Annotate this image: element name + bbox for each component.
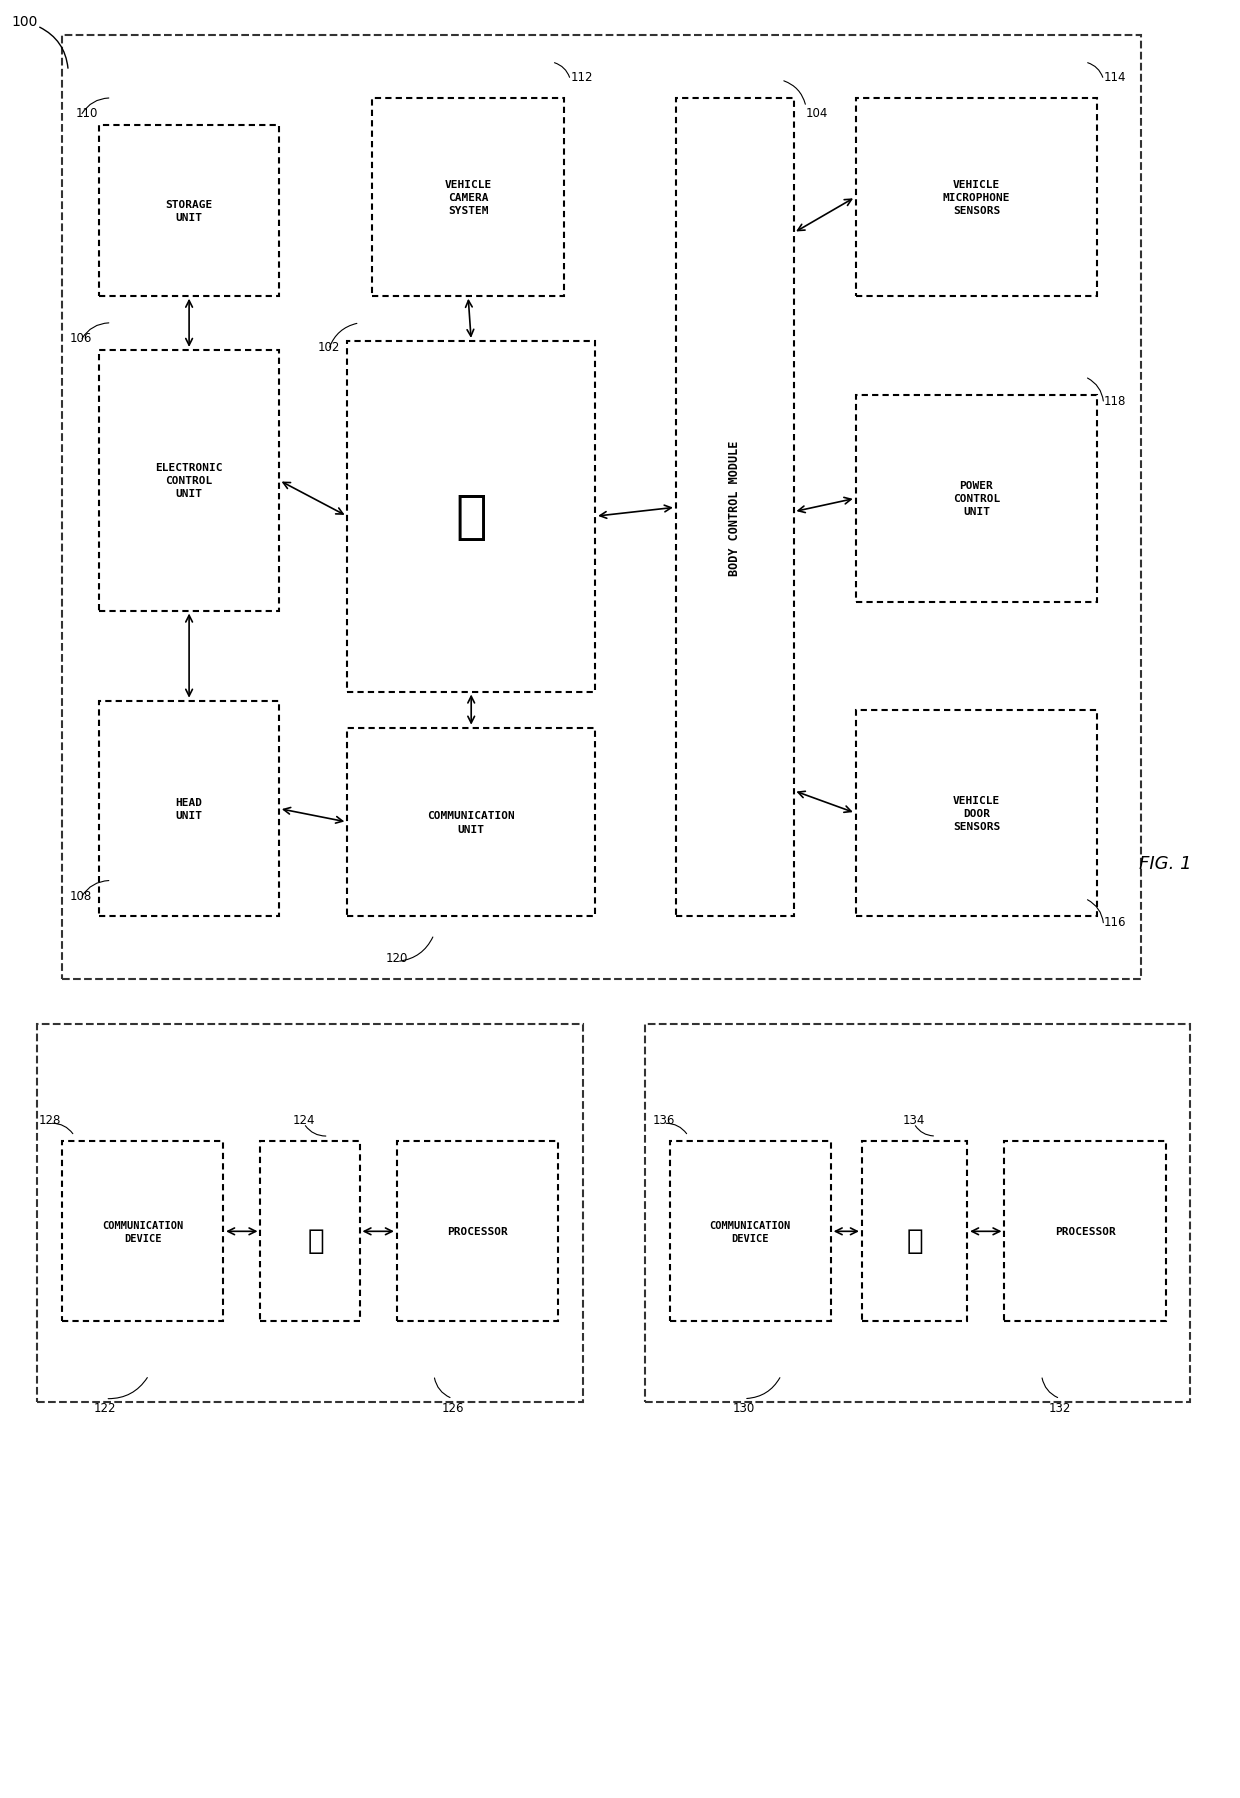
FancyBboxPatch shape <box>372 99 564 297</box>
FancyBboxPatch shape <box>856 710 1097 917</box>
Text: VEHICLE
DOOR
SENSORS: VEHICLE DOOR SENSORS <box>952 795 1001 832</box>
FancyBboxPatch shape <box>347 342 595 692</box>
Text: 136: 136 <box>652 1113 675 1127</box>
FancyBboxPatch shape <box>260 1142 360 1322</box>
Text: 🔑: 🔑 <box>906 1226 924 1255</box>
Text: ELECTRONIC
CONTROL
UNIT: ELECTRONIC CONTROL UNIT <box>155 462 223 500</box>
Text: PROCESSOR: PROCESSOR <box>448 1226 507 1237</box>
Text: 112: 112 <box>570 70 593 85</box>
FancyBboxPatch shape <box>62 1142 223 1322</box>
Text: PROCESSOR: PROCESSOR <box>1055 1226 1115 1237</box>
FancyBboxPatch shape <box>99 126 279 297</box>
Text: 116: 116 <box>1104 915 1126 930</box>
Text: VEHICLE
MICROPHONE
SENSORS: VEHICLE MICROPHONE SENSORS <box>942 180 1011 216</box>
Text: 100: 100 <box>11 14 38 29</box>
Text: 106: 106 <box>69 331 92 345</box>
Text: HEAD
UNIT: HEAD UNIT <box>176 798 202 820</box>
FancyBboxPatch shape <box>670 1142 831 1322</box>
FancyBboxPatch shape <box>397 1142 558 1322</box>
Text: 108: 108 <box>69 888 92 903</box>
Text: COMMUNICATION
DEVICE: COMMUNICATION DEVICE <box>709 1221 791 1242</box>
Text: 130: 130 <box>733 1401 755 1415</box>
Text: 126: 126 <box>441 1401 464 1415</box>
Text: 104: 104 <box>806 106 828 120</box>
Text: 🚗: 🚗 <box>455 491 487 543</box>
Text: 120: 120 <box>386 951 408 966</box>
Text: VEHICLE
CAMERA
SYSTEM: VEHICLE CAMERA SYSTEM <box>444 180 492 216</box>
FancyBboxPatch shape <box>856 396 1097 602</box>
FancyBboxPatch shape <box>676 99 794 917</box>
FancyBboxPatch shape <box>862 1142 967 1322</box>
Text: 102: 102 <box>317 340 340 354</box>
FancyBboxPatch shape <box>347 728 595 917</box>
Text: 128: 128 <box>38 1113 61 1127</box>
Text: 📱: 📱 <box>308 1226 325 1255</box>
Text: 124: 124 <box>293 1113 315 1127</box>
Text: 110: 110 <box>76 106 98 120</box>
Text: FIG. 1: FIG. 1 <box>1140 854 1192 872</box>
Text: BODY CONTROL MODULE: BODY CONTROL MODULE <box>728 441 742 575</box>
Text: 122: 122 <box>94 1401 117 1415</box>
FancyBboxPatch shape <box>99 701 279 917</box>
Text: COMMUNICATION
UNIT: COMMUNICATION UNIT <box>428 811 515 834</box>
Text: 114: 114 <box>1104 70 1126 85</box>
FancyBboxPatch shape <box>1004 1142 1166 1322</box>
FancyBboxPatch shape <box>856 99 1097 297</box>
Text: 132: 132 <box>1049 1401 1071 1415</box>
Text: STORAGE
UNIT: STORAGE UNIT <box>165 200 213 223</box>
Text: 118: 118 <box>1104 394 1126 408</box>
FancyBboxPatch shape <box>99 351 279 611</box>
Text: 134: 134 <box>903 1113 925 1127</box>
Text: COMMUNICATION
DEVICE: COMMUNICATION DEVICE <box>102 1221 184 1242</box>
Text: POWER
CONTROL
UNIT: POWER CONTROL UNIT <box>952 480 1001 518</box>
